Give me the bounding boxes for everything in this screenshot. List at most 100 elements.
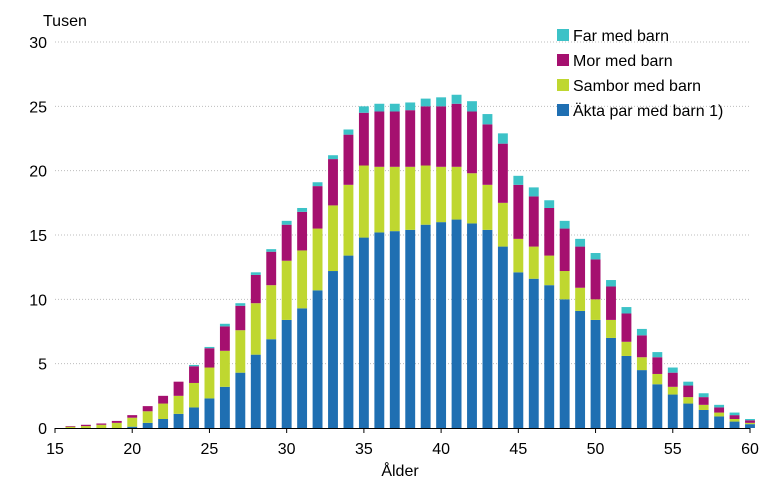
bar-segment <box>559 299 570 428</box>
bar-segment <box>714 404 725 408</box>
legend-swatch <box>557 29 569 41</box>
bar-segment <box>297 250 308 309</box>
bar-segment <box>451 103 462 167</box>
bar-segment <box>328 159 338 206</box>
bar-segment <box>343 134 354 185</box>
bar-segment <box>328 271 338 428</box>
bar-segment <box>497 133 508 144</box>
bar-segment <box>219 350 230 387</box>
bar-segment <box>621 341 632 356</box>
bar-segment <box>204 348 215 368</box>
x-tick-label: 50 <box>587 441 605 458</box>
bar-segment <box>436 166 447 223</box>
bar-segment <box>482 229 493 428</box>
bar-segment <box>204 367 215 399</box>
bar-segment <box>729 421 740 428</box>
bar-segment <box>204 398 215 428</box>
bar-segment <box>667 372 678 387</box>
bar-segment <box>297 211 308 251</box>
bar-segment <box>358 237 369 428</box>
bar-segment <box>621 355 632 428</box>
bar-segment <box>142 422 153 428</box>
y-axis-unit-label: Tusen <box>43 13 87 30</box>
bar-segment <box>497 246 508 428</box>
bar-segment <box>528 246 539 279</box>
bar-segment <box>544 255 555 286</box>
bar-segment <box>528 278 539 428</box>
bar-segment <box>714 416 725 428</box>
bar-segment <box>281 224 292 261</box>
bar-segment <box>575 310 586 428</box>
bar-segment <box>127 417 138 427</box>
bar-segment <box>451 219 462 428</box>
bar-segment <box>250 272 261 275</box>
bar-segment <box>451 166 462 220</box>
legend-label: Mor med barn <box>573 53 673 70</box>
bar-segment <box>590 319 601 428</box>
bar-segment <box>312 290 323 428</box>
bar-segment <box>173 413 184 428</box>
bar-segment <box>575 287 586 311</box>
bar-segment <box>374 166 385 233</box>
bar-segment <box>590 299 601 320</box>
bar-segment <box>467 223 477 428</box>
bar-segment <box>142 411 153 423</box>
x-tick-label: 15 <box>46 441 64 458</box>
bar-segment <box>111 422 122 428</box>
bar-segment <box>621 313 632 342</box>
x-tick-label: 45 <box>509 441 527 458</box>
bar-segment <box>559 220 570 229</box>
bar-segment <box>389 231 400 428</box>
bar-segment <box>621 307 632 314</box>
bar-segment <box>544 285 555 428</box>
bar-segment <box>698 409 709 428</box>
bar-segment <box>358 165 369 238</box>
legend-label: Far med barn <box>573 28 669 45</box>
bar-segment <box>513 272 524 428</box>
bar-segment <box>405 102 416 111</box>
bar-segment <box>636 328 647 336</box>
bar-segment <box>729 415 740 419</box>
bar-segment <box>250 354 261 428</box>
bar-segment <box>127 415 138 418</box>
bar-segment <box>343 255 354 428</box>
legend-swatch <box>557 54 569 66</box>
bar-segment <box>544 200 555 208</box>
bar-segment <box>467 111 477 174</box>
x-tick-label: 30 <box>278 441 296 458</box>
grid-lines <box>55 41 750 365</box>
bar-segment <box>281 220 292 225</box>
bar-segment <box>482 184 493 230</box>
bar-segment <box>667 394 678 428</box>
bar-segment <box>436 97 447 107</box>
bar-segment <box>250 274 261 304</box>
y-tick-label: 5 <box>38 357 47 374</box>
bar-segment <box>636 335 647 358</box>
bar-segment <box>96 423 107 425</box>
bar-segment <box>652 352 663 358</box>
bar-segment <box>158 395 169 404</box>
bar-segment <box>297 308 308 428</box>
bar-segment <box>497 202 508 247</box>
bars <box>65 94 755 428</box>
bar-segment <box>683 397 694 404</box>
bar-segment <box>420 98 431 107</box>
bar-segment <box>266 339 277 428</box>
x-tick-label: 35 <box>355 441 373 458</box>
bar-segment <box>281 260 292 320</box>
bar-segment <box>297 207 308 212</box>
x-tick-label: 25 <box>201 441 219 458</box>
bar-segment <box>683 385 694 398</box>
bar-segment <box>745 418 755 421</box>
bar-segment <box>65 426 76 428</box>
y-tick-label: 10 <box>29 292 47 309</box>
bar-segment <box>467 173 477 224</box>
bar-segment <box>358 112 369 166</box>
bar-segment <box>729 412 740 416</box>
bar-segment <box>606 280 616 287</box>
legend-swatch <box>557 104 569 116</box>
bar-segment <box>528 196 539 247</box>
bar-segment <box>451 94 462 104</box>
bar-segment <box>189 407 199 428</box>
